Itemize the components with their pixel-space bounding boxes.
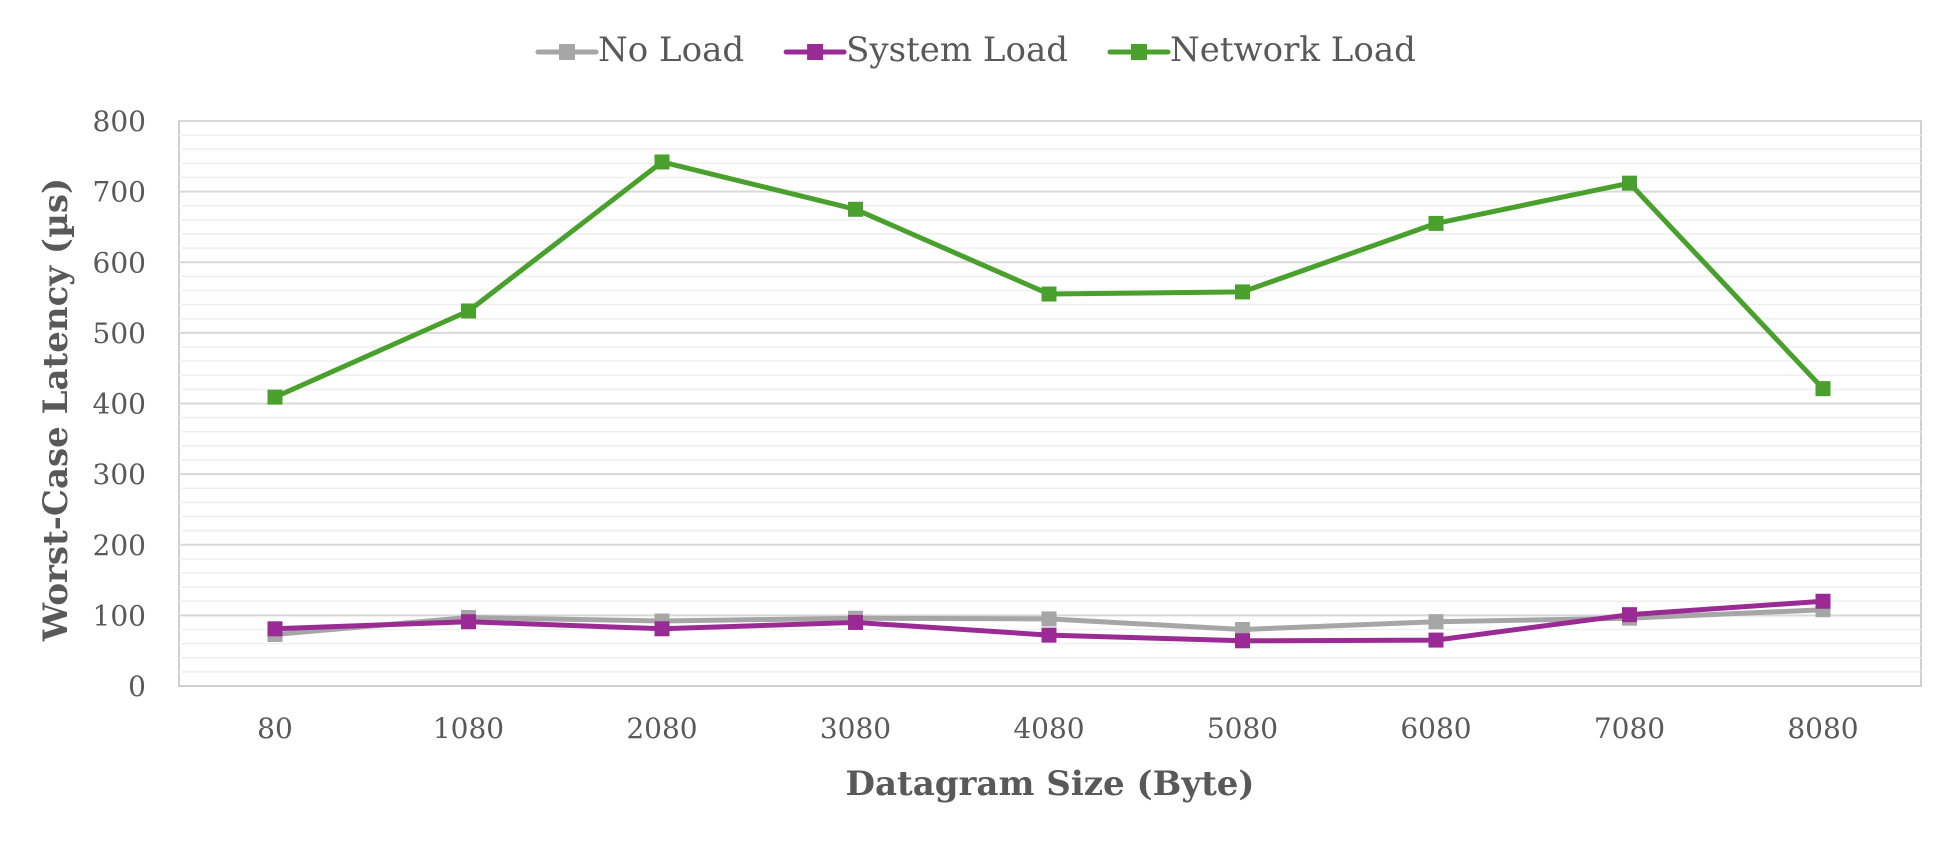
y-tick-label: 800: [93, 105, 146, 138]
x-axis-ticks: 80 1080 2080 3080 4080 5080 6080 7080 8080: [257, 712, 1858, 745]
x-tick-label: 5080: [1207, 712, 1278, 745]
data-point-system-load: [267, 621, 283, 637]
data-point-system-load: [1235, 633, 1250, 649]
legend-swatch-marker: [1131, 44, 1147, 60]
legend-label: System Load: [846, 30, 1068, 70]
data-point-system-load: [1622, 607, 1637, 623]
y-tick-label: 600: [93, 246, 146, 279]
y-tick-label: 500: [93, 317, 146, 350]
y-axis-ticks: 0 100 200 300 400 500 600 700 800: [93, 105, 146, 703]
legend: No Load System Load Network Load: [535, 30, 1416, 70]
data-point-no-load: [1041, 611, 1057, 627]
data-point-system-load: [1041, 627, 1057, 643]
x-tick-label: 1080: [433, 712, 504, 745]
legend-item-system-load: System Load: [783, 30, 1068, 70]
data-point-network-load: [1622, 175, 1637, 191]
data-point-network-load: [461, 303, 476, 319]
x-tick-label: 8080: [1787, 712, 1858, 745]
data-point-network-load: [1428, 215, 1444, 231]
series-group: [267, 154, 1831, 649]
series-network-load: [267, 154, 1831, 405]
y-tick-label: 400: [93, 388, 146, 421]
y-tick-label: 100: [93, 599, 146, 632]
data-point-no-load: [1428, 614, 1444, 630]
data-point-system-load: [461, 614, 476, 630]
data-point-network-load: [1041, 286, 1057, 302]
legend-swatch-marker: [559, 44, 575, 60]
legend-label: No Load: [598, 30, 744, 70]
data-point-system-load: [654, 621, 670, 637]
x-tick-label: 80: [257, 712, 293, 745]
data-point-network-load: [1815, 381, 1831, 397]
data-point-system-load: [848, 614, 863, 630]
y-tick-label: 300: [93, 458, 146, 491]
data-point-network-load: [1235, 284, 1250, 300]
legend-item-network-load: Network Load: [1107, 30, 1416, 70]
x-axis-title: Datagram Size (Byte): [845, 764, 1254, 804]
data-point-network-load: [848, 201, 863, 217]
y-tick-label: 700: [93, 176, 146, 209]
data-point-system-load: [1815, 593, 1831, 609]
data-point-system-load: [1428, 632, 1444, 648]
data-point-network-load: [654, 154, 670, 170]
x-tick-label: 6080: [1400, 712, 1471, 745]
data-point-no-load: [1235, 622, 1250, 637]
x-tick-label: 4080: [1013, 712, 1084, 745]
legend-swatch-marker: [807, 44, 824, 60]
gridlines: [179, 120, 1921, 687]
x-tick-label: 2080: [626, 712, 697, 745]
x-tick-label: 7080: [1594, 712, 1665, 745]
y-axis-title: Worst-Case Latency (µs): [36, 178, 76, 642]
y-tick-label: 200: [93, 529, 146, 562]
legend-item-no-load: No Load: [535, 30, 744, 70]
legend-label: Network Load: [1170, 30, 1416, 70]
data-point-network-load: [267, 389, 283, 405]
series-system-load: [267, 593, 1831, 649]
y-tick-label: 0: [128, 670, 146, 703]
x-tick-label: 3080: [820, 712, 891, 745]
